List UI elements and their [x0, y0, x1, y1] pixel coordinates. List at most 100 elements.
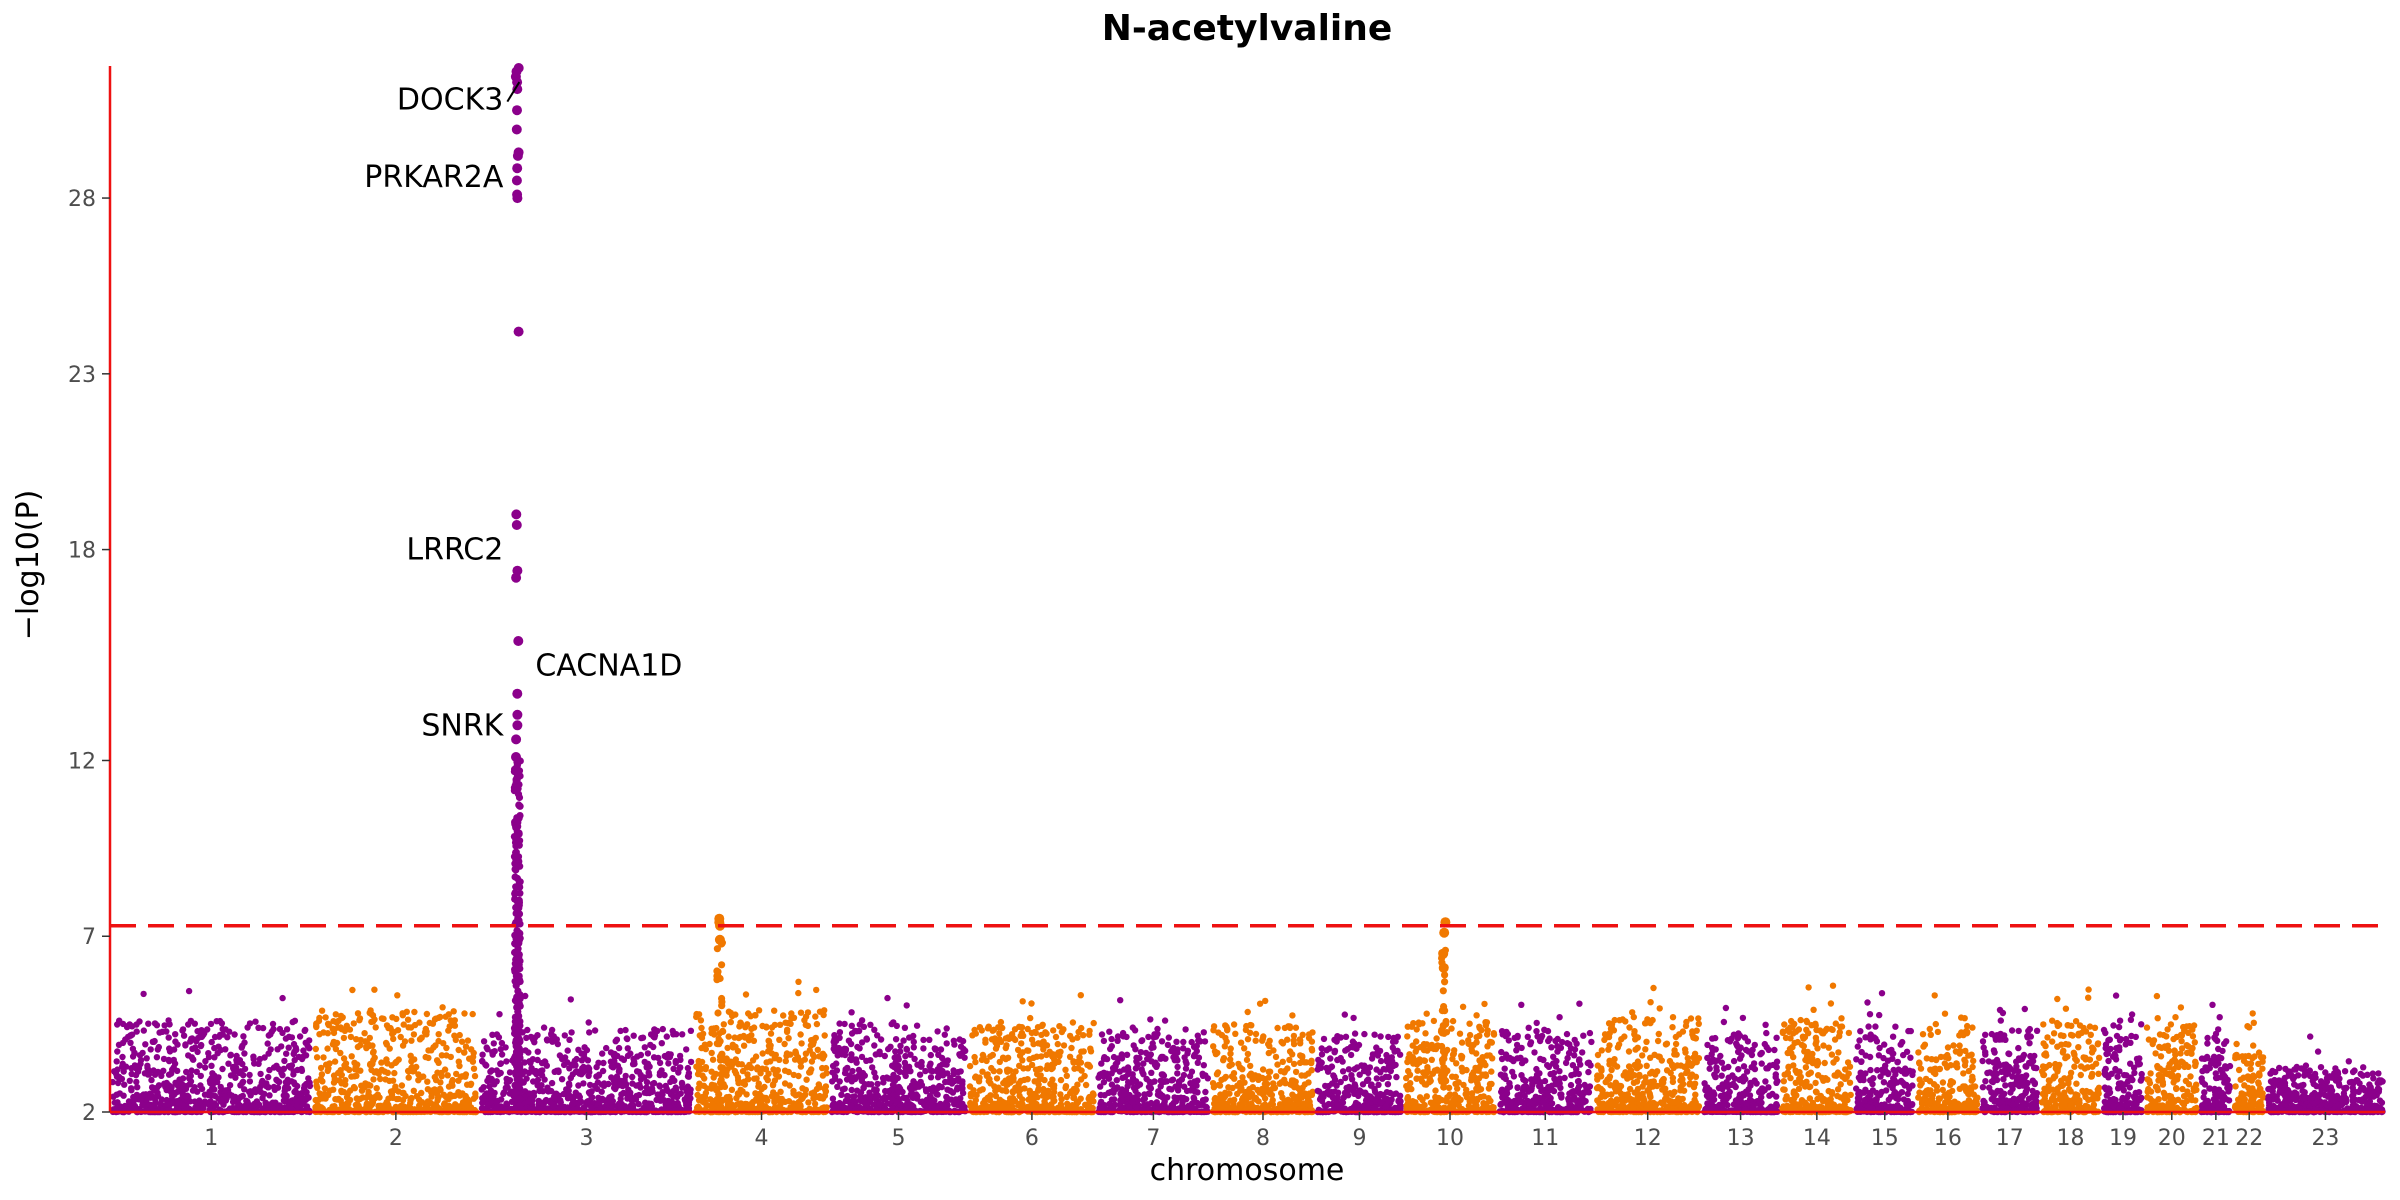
snp-point [548, 1079, 556, 1087]
snp-point [571, 1057, 578, 1065]
snp-point [1363, 1092, 1370, 1099]
snp-point [180, 1032, 188, 1039]
snp-point [191, 1084, 198, 1091]
snp-point [624, 1035, 631, 1043]
snp-point [960, 1045, 967, 1053]
snp-point [1019, 1049, 1026, 1056]
snp-point [497, 1060, 504, 1068]
snp-point [255, 1060, 262, 1068]
snp-point [119, 1053, 126, 1061]
snp-point [1325, 1100, 1332, 1108]
snp-point [1069, 1019, 1077, 1026]
snp-point [243, 1097, 250, 1105]
snp-point [129, 1053, 137, 1060]
snp-point [685, 1073, 692, 1080]
snp-point [741, 1081, 749, 1088]
snp-point [466, 1055, 473, 1062]
snp-point [1123, 1051, 1131, 1059]
snp-point [790, 1100, 797, 1107]
snp-point [595, 1098, 603, 1106]
snp-point [232, 1068, 239, 1076]
snp-point [783, 1050, 791, 1057]
snp-point [1318, 1051, 1326, 1058]
snp-point [275, 1065, 283, 1073]
snp-point [747, 1101, 755, 1108]
snp-point [897, 1101, 904, 1108]
snp-point [1247, 1070, 1255, 1077]
snp-point [222, 1087, 229, 1094]
snp-point [432, 1042, 439, 1049]
chromosome-10-points [1403, 1000, 1498, 1116]
snp-point [1320, 1035, 1328, 1043]
snp-point [1028, 1036, 1036, 1043]
snp-point [330, 1086, 337, 1093]
snp-point [471, 1072, 479, 1080]
snp-point [585, 1072, 592, 1080]
snp-point [881, 1052, 888, 1060]
snp-point [856, 1096, 864, 1104]
snp-point [208, 1038, 215, 1046]
snp-point [432, 1101, 439, 1108]
snp-point [1107, 1045, 1114, 1053]
snp-point [953, 1086, 961, 1093]
snp-point [1199, 1097, 1207, 1104]
snp-point [999, 1054, 1007, 1061]
snp-point [683, 1046, 690, 1053]
snp-point [201, 1030, 208, 1037]
snp-point [1084, 1061, 1091, 1069]
snp-point [607, 1058, 615, 1065]
snp-point [566, 1082, 573, 1089]
snp-point [913, 1022, 921, 1029]
snp-point [1114, 1033, 1122, 1040]
snp-point [183, 1104, 191, 1111]
snp-point [723, 1072, 730, 1079]
snp-point [358, 1087, 366, 1094]
snp-point [1328, 1063, 1336, 1070]
snp-point [165, 1056, 172, 1064]
snp-point [538, 1059, 546, 1067]
snp-point [490, 1040, 497, 1047]
snp-point [1203, 1104, 1210, 1111]
snp-point [676, 1052, 684, 1060]
snp-point [1230, 1101, 1237, 1108]
snp-point [600, 1059, 607, 1067]
snp-point [1191, 1095, 1198, 1103]
snp-point [876, 1101, 883, 1108]
snp-point [1229, 1084, 1236, 1092]
snp-point [599, 1050, 606, 1057]
snp-point [641, 1089, 648, 1096]
snp-point [693, 1010, 700, 1018]
snp-point [822, 1083, 830, 1090]
snp-point [866, 1089, 873, 1096]
snp-point [953, 1098, 960, 1106]
snp-point [115, 1041, 123, 1049]
snp-point [194, 1105, 201, 1113]
snp-point [404, 1016, 412, 1023]
snp-point [931, 1045, 938, 1052]
snp-point [451, 1022, 459, 1029]
snp-point [695, 1064, 703, 1072]
snp-point [133, 1078, 140, 1086]
snp-point [1040, 1046, 1047, 1053]
snp-point [535, 1097, 542, 1105]
snp-point [1373, 1075, 1381, 1082]
snp-point [163, 1028, 170, 1035]
snp-point [141, 1070, 149, 1077]
snp-point [1250, 1104, 1258, 1111]
snp-point [139, 1049, 146, 1057]
snp-point [198, 1041, 205, 1049]
snp-point [1244, 1008, 1251, 1016]
chromosome-2-points [312, 986, 480, 1116]
snp-point [1331, 1049, 1338, 1056]
chromosome-9-points [1314, 1011, 1404, 1116]
snp-point [735, 1060, 742, 1068]
snp-point [1259, 1074, 1266, 1082]
snp-point [438, 1052, 446, 1059]
snp-point [225, 1060, 232, 1067]
snp-point [771, 1055, 778, 1062]
snp-point [973, 1091, 980, 1099]
snp-point [289, 1018, 296, 1026]
snp-point [708, 1068, 715, 1075]
snp-point [814, 1046, 821, 1054]
snp-point [725, 1008, 733, 1015]
